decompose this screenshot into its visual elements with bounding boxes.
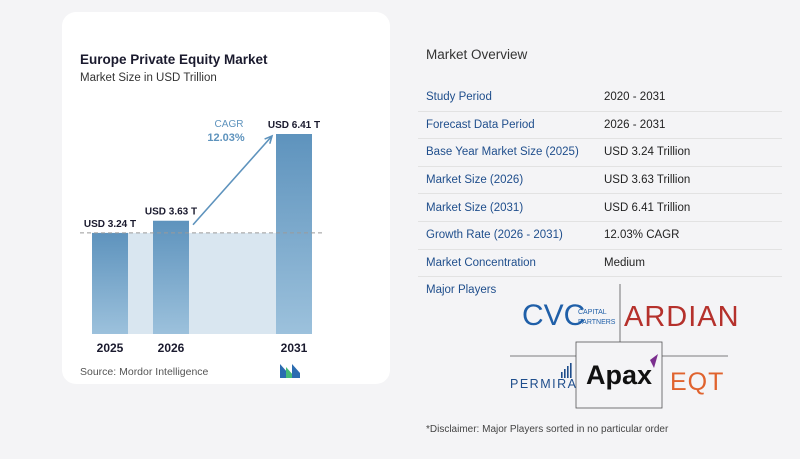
- apax-logo-text: Apax: [586, 360, 652, 390]
- overview-title: Market Overview: [426, 47, 528, 62]
- cagr-label: CAGR: [215, 119, 244, 130]
- bar: [153, 220, 189, 334]
- cagr-value: 12.03%: [207, 132, 245, 144]
- overview-row-value: 2026 - 2031: [604, 118, 666, 131]
- overview-row-label: Forecast Data Period: [426, 118, 535, 131]
- overview-row-value: USD 3.24 Trillion: [604, 146, 691, 159]
- x-tick-label: 2025: [97, 341, 124, 355]
- overview-row: Base Year Market Size (2025) USD 3.24 Tri…: [418, 139, 782, 167]
- bar-chart: USD 3.24 T 2025 USD 3.63 T 2026 USD 6.41 T 20…: [80, 119, 324, 355]
- chart-subtitle: Market Size in USD Trillion: [80, 72, 217, 84]
- bar: [276, 134, 312, 334]
- disclaimer-text: *Disclaimer: Major Players sorted in no …: [426, 424, 669, 435]
- permira-logo-text: PERMIRA: [510, 377, 577, 391]
- major-players-label: Major Players: [426, 284, 497, 296]
- source-text: Source: Mordor Intelligence: [80, 366, 209, 378]
- logo-frame: [575, 341, 663, 409]
- cvc-logo-text: CVC: [522, 299, 585, 332]
- chart-card: Europe Private Equity Market Market Size…: [62, 12, 390, 384]
- cagr-arrow: [192, 135, 273, 226]
- overview-row-value: 2020 - 2031: [604, 91, 666, 104]
- mordor-logo-icon: [280, 364, 300, 378]
- overview-row-label: Study Period: [426, 91, 492, 104]
- cagr-arrowhead: [264, 134, 274, 144]
- overview-row: Market Concentration Medium: [418, 250, 782, 278]
- overview-row-value: USD 3.63 Trillion: [604, 174, 691, 187]
- overview-row-label: Base Year Market Size (2025): [426, 146, 579, 159]
- ardian-logo-text: ARDIAN: [624, 301, 740, 333]
- overview-row: Market Size (2026) USD 3.63 Trillion: [418, 167, 782, 195]
- market-overview-panel: Market Overview Study Period 2020 - 2031 F…: [414, 0, 800, 459]
- overview-row-label: Growth Rate (2026 - 2031): [426, 229, 563, 242]
- data-label: USD 6.41 T: [268, 120, 320, 131]
- cvc-logo: CVC CAPITAL PARTNERS: [522, 299, 616, 332]
- cvc-logo-sub1: CAPITAL: [578, 309, 607, 316]
- overview-row: Study Period 2020 - 2031: [418, 84, 782, 112]
- overview-row: Forecast Data Period 2026 - 2031: [418, 112, 782, 140]
- overview-row: Growth Rate (2026 - 2031) 12.03% CAGR: [418, 222, 782, 250]
- bar: [92, 232, 128, 334]
- x-tick-label: 2031: [281, 341, 308, 355]
- overview-row-value: 12.03% CAGR: [604, 229, 680, 242]
- apax-accent-icon: [650, 354, 658, 368]
- overview-row-label: Market Size (2026): [426, 174, 524, 187]
- data-label: USD 3.63 T: [145, 207, 197, 218]
- data-label: USD 3.24 T: [84, 219, 136, 230]
- overview-row-label: Market Concentration: [426, 256, 536, 269]
- cvc-logo-sub2: PARTNERS: [578, 319, 616, 326]
- permira-bars-icon: [561, 363, 572, 378]
- overview-row-value: USD 6.41 Trillion: [604, 201, 691, 214]
- overview-row-label: Market Size (2031): [426, 201, 524, 214]
- overview-row: Market Size (2031) USD 6.41 Trillion: [418, 194, 782, 222]
- major-players-logos: CVC CAPITAL PARTNERS ARDIAN PERMIRA Apax…: [510, 284, 740, 409]
- eqt-logo-text: EQT: [670, 368, 724, 396]
- overview-row-value: Medium: [604, 256, 645, 269]
- base-level-band: [128, 232, 276, 334]
- overview-table: Study Period 2020 - 2031 Forecast Data Per…: [418, 84, 782, 278]
- x-tick-label: 2026: [158, 341, 185, 355]
- chart-title: Europe Private Equity Market: [80, 52, 268, 67]
